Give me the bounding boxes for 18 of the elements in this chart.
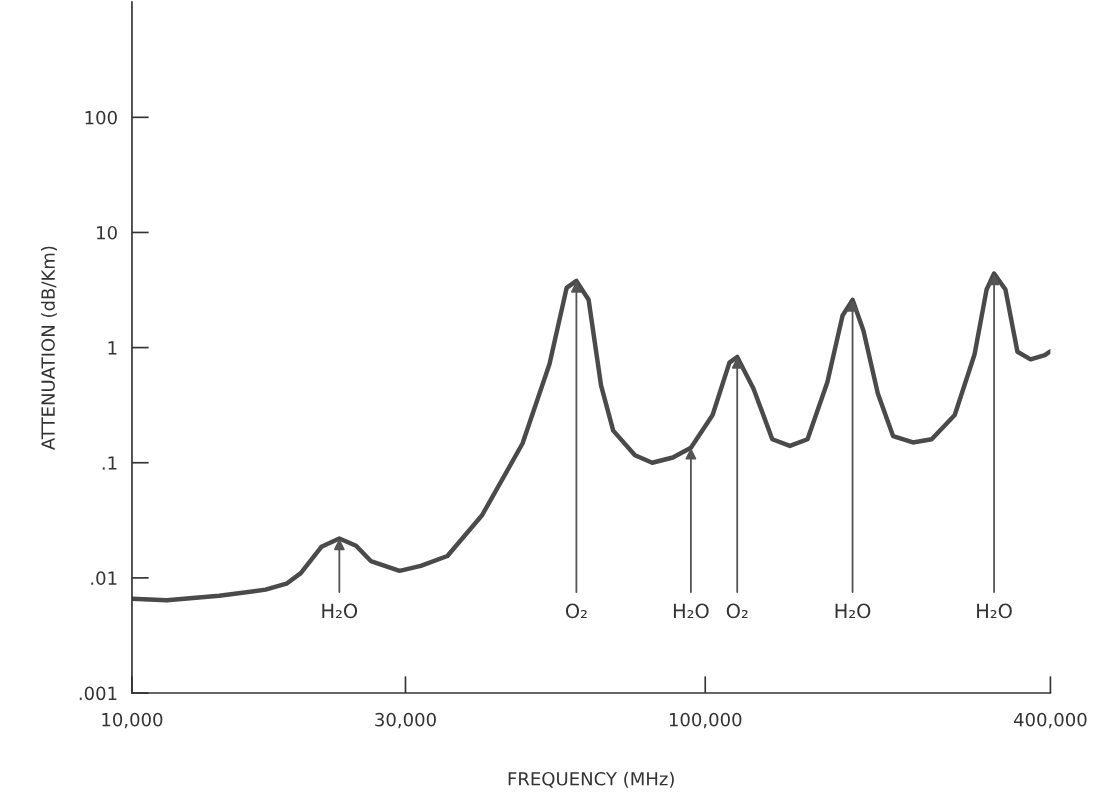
- x-tick-label: 10,000: [102, 712, 163, 729]
- annotation: H₂O: [977, 603, 1012, 619]
- x-tick-label: 100,000: [669, 712, 742, 729]
- y-tick-label: .01: [91, 571, 117, 585]
- x-tick-label: 30,000: [375, 712, 436, 729]
- x-axis-title: FREQUENCY (MHz): [508, 771, 674, 788]
- y-axis-title: ATTENUATION (dB/Km): [40, 246, 58, 450]
- annotation: H₂O: [322, 603, 358, 619]
- y-tick-label: .1: [102, 456, 117, 470]
- y-tick-label: 10: [97, 225, 117, 240]
- y-tick-label: 100: [85, 110, 117, 125]
- annotation: H₂O: [835, 603, 871, 619]
- annotation: H₂O: [673, 603, 709, 619]
- x-tick-label: 400,000: [1013, 712, 1087, 729]
- y-tick-label: .001: [79, 686, 117, 701]
- y-tick-label: 1: [108, 341, 117, 355]
- annotation: O₂: [565, 603, 587, 619]
- annotation: O₂: [726, 603, 748, 619]
